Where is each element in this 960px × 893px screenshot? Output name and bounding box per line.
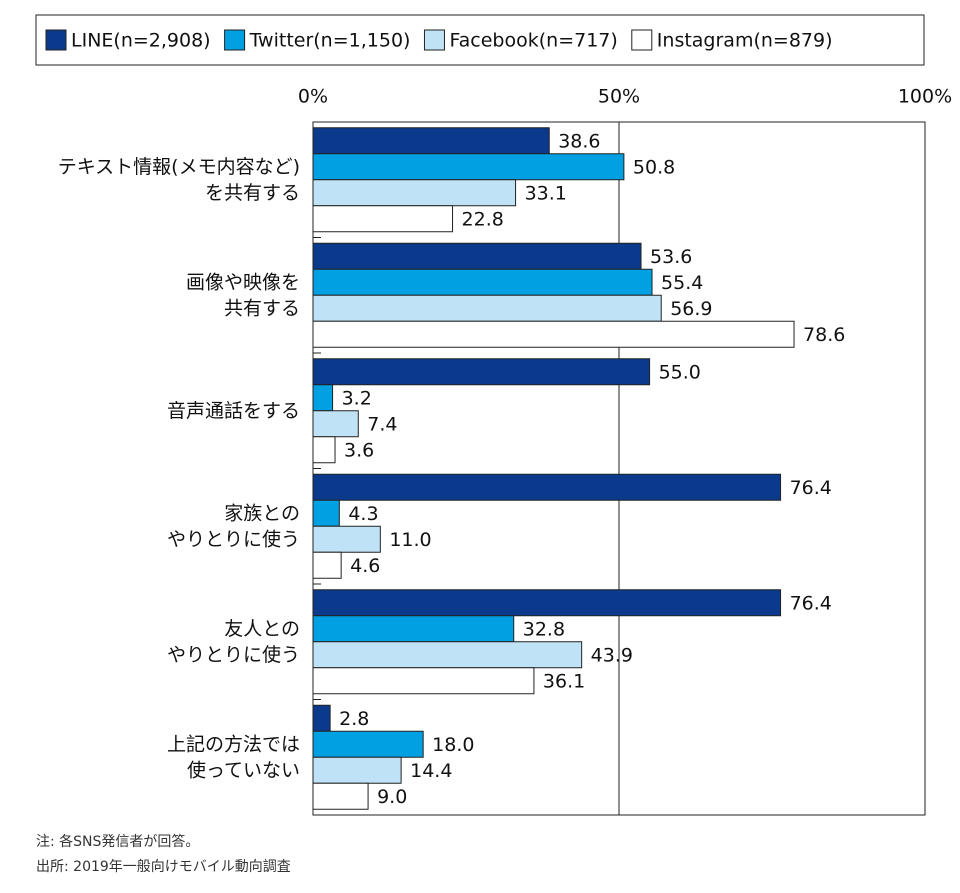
bar [312,499,340,527]
bar [312,704,331,732]
legend-label: Twitter(n=1,150) [249,30,411,52]
value-label: 76.4 [790,477,832,499]
bar [312,179,517,207]
bar [312,782,369,810]
value-label: 33.1 [525,182,567,204]
y-tick-label: 家族とのやりとりに使う [167,502,300,550]
x-tick-label: 50% [598,86,640,108]
bar [312,153,625,181]
bar [312,525,381,553]
value-label: 55.0 [659,361,701,383]
y-tick-label: 画像や映像を共有する [186,271,300,319]
bar [312,551,342,579]
value-label: 76.4 [790,592,832,614]
bar [312,667,535,695]
bar [312,730,424,758]
value-label: 11.0 [389,529,431,551]
value-label: 18.0 [432,734,474,756]
legend-label: Facebook(n=717) [449,30,617,52]
legend-swatch [423,29,445,51]
value-label: 36.1 [543,670,585,692]
value-label: 78.6 [803,324,845,346]
value-label: 3.6 [344,439,374,461]
value-label: 55.4 [661,272,703,294]
bar [312,242,642,270]
bar [312,294,662,322]
value-label: 4.6 [350,555,380,577]
value-label: 3.2 [342,387,372,409]
value-label: 32.8 [523,618,565,640]
legend-swatch [631,29,653,51]
legend-label: LINE(n=2,908) [71,30,211,52]
value-label: 56.9 [670,298,712,320]
legend-label: Instagram(n=879) [657,30,833,52]
value-label: 43.9 [591,644,633,666]
value-label: 50.8 [633,156,675,178]
value-label: 4.3 [348,503,378,525]
note: 出所: 2019年一般向けモバイル動向調査 [36,859,291,875]
legend-swatch [45,29,67,51]
bar [312,384,334,412]
bar [312,436,336,464]
y-tick-label: 上記の方法では使っていない [167,733,300,781]
value-label: 53.6 [650,246,692,268]
legend-box [35,14,925,66]
bar [312,473,782,501]
note: 注: 各SNS発信者が回答。 [36,833,199,850]
bar [312,615,515,643]
bar [312,205,454,233]
bar [312,268,653,296]
bar [312,589,782,617]
x-tick-label: 0% [298,86,328,108]
bar [312,320,795,348]
bar [312,358,651,386]
value-label: 14.4 [410,760,452,782]
value-label: 22.8 [462,208,504,230]
value-label: 2.8 [339,708,369,730]
y-tick-label: 友人とのやりとりに使う [167,617,300,665]
y-tick-label: 音声通話をする [167,399,300,421]
bar [312,756,402,784]
y-tick-label: テキスト情報(メモ内容など)を共有する [58,155,300,203]
legend-swatch [224,29,246,51]
value-label: 7.4 [367,413,397,435]
x-tick-label: 100% [898,86,952,108]
value-label: 9.0 [377,786,407,808]
bar [312,641,583,669]
bar [312,127,550,155]
value-label: 38.6 [558,130,600,152]
bar [312,410,359,438]
